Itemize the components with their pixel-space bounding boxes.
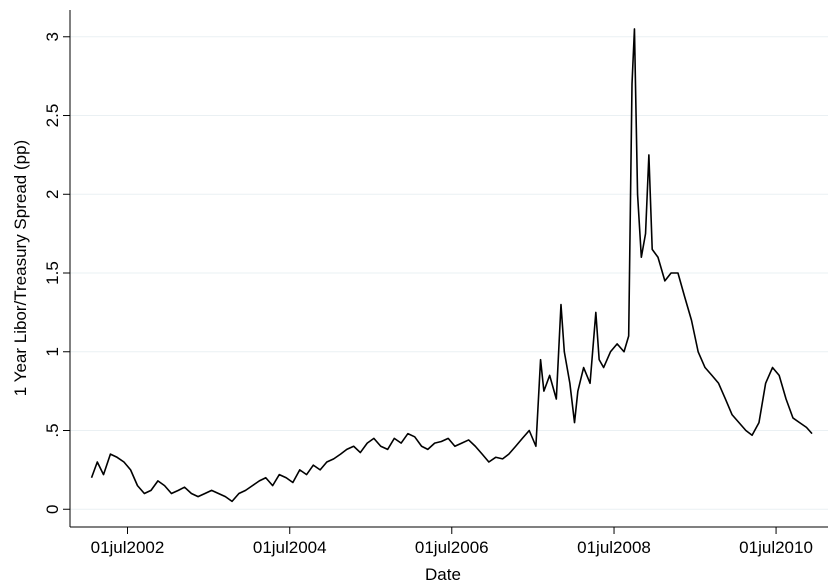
data-line bbox=[90, 28, 813, 503]
y-tick-label: .5 bbox=[43, 423, 62, 437]
y-axis-title: 1 Year Libor/Treasury Spread (pp) bbox=[11, 140, 30, 396]
y-tick-label: 1 bbox=[43, 347, 62, 356]
y-tick-label: 0 bbox=[43, 505, 62, 514]
x-tick-label: 01jul2008 bbox=[577, 538, 651, 557]
x-tick-label: 01jul2002 bbox=[91, 538, 165, 557]
y-tick-label: 3 bbox=[43, 32, 62, 41]
x-axis-title: Date bbox=[425, 565, 461, 584]
y-tick-label: 2.5 bbox=[43, 104, 62, 128]
y-tick-label: 2 bbox=[43, 190, 62, 199]
x-tick-label: 01jul2010 bbox=[739, 538, 813, 557]
x-tick-label: 01jul2004 bbox=[253, 538, 327, 557]
y-tick-label: 1.5 bbox=[43, 261, 62, 285]
x-tick-label: 01jul2006 bbox=[415, 538, 489, 557]
